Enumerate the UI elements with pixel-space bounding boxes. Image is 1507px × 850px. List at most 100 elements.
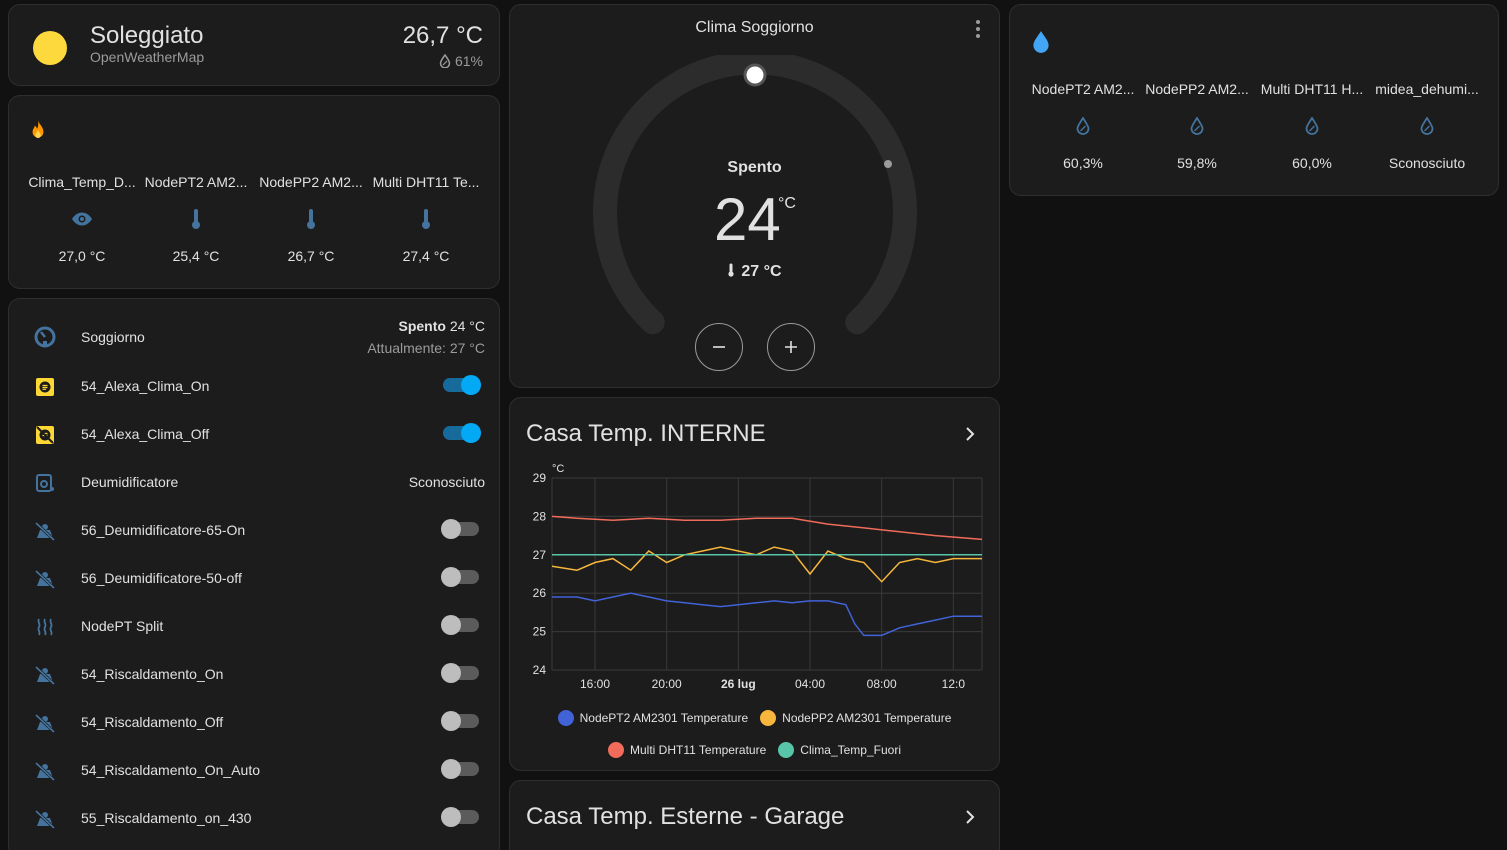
chevron-right-icon[interactable] — [963, 809, 977, 825]
glance-item-name: Multi DHT11 H... — [1260, 81, 1364, 97]
entity-row-riscaldamento-on-auto[interactable]: 54_Riscaldamento_On_Auto — [9, 747, 499, 795]
entity-row-deumidificatore-50-off[interactable]: 56_Deumidificatore-50-off — [9, 555, 499, 603]
y-tick-label: 27 — [533, 548, 547, 562]
chevron-right-icon[interactable] — [963, 426, 977, 442]
glance-item-name: NodePT2 AM2... — [144, 174, 248, 190]
glance-item-name: Multi DHT11 Te... — [372, 174, 480, 190]
robot-off-icon — [33, 567, 57, 591]
series-line-2 — [551, 515, 983, 541]
entity-row-nodept-split[interactable]: NodePT Split — [9, 603, 499, 651]
thermometer-icon — [307, 209, 315, 229]
glance-item-nodept2-humidity[interactable]: NodePT2 AM2... 60,3% — [1026, 81, 1140, 171]
x-tick-label: 08:00 — [867, 677, 897, 691]
series-line-1 — [551, 546, 982, 583]
glance-item-nodepp2[interactable]: NodePP2 AM2... 26,7 °C — [254, 174, 368, 264]
robot-off-icon — [33, 711, 57, 735]
entity-name: NodePT Split — [81, 618, 164, 634]
garage-card-title[interactable]: Casa Temp. Esterne - Garage — [526, 803, 845, 830]
thermostat-dial[interactable] — [590, 55, 920, 345]
entity-toggle[interactable] — [441, 711, 479, 731]
entity-toggle[interactable] — [443, 423, 481, 443]
robot-off-icon — [33, 519, 57, 543]
entity-name: 54_Riscaldamento_On — [81, 666, 224, 682]
glance-item-multi-dht11-humidity[interactable]: Multi DHT11 H... 60,0% — [1255, 81, 1369, 171]
water-drop-icon — [1033, 31, 1049, 53]
glance-item-value: 60,0% — [1292, 155, 1332, 171]
more-vert-icon[interactable] — [975, 19, 981, 39]
glance-item-name: NodePP2 AM2... — [259, 174, 363, 190]
glance-item-clima-temp[interactable]: Clima_Temp_D... 27,0 °C — [25, 174, 139, 264]
water-percent-icon — [1305, 117, 1319, 135]
water-percent-icon — [1420, 117, 1434, 135]
x-tick-label: 12:0 — [942, 677, 966, 691]
glance-item-name: NodePP2 AM2... — [1145, 81, 1249, 97]
thermometer-icon — [192, 209, 200, 229]
legend-item-multi-dht11[interactable]: Multi DHT11 Temperature — [608, 742, 766, 758]
entity-row-soggiorno[interactable]: Soggiorno Spento 24 °C Attualmente: 27 °… — [9, 313, 499, 363]
chart-legend-row-2: Multi DHT11 Temperature Clima_Temp_Fuori — [510, 742, 999, 758]
y-tick-label: 25 — [533, 625, 547, 639]
entity-toggle[interactable] — [443, 375, 481, 395]
glance-item-nodept2[interactable]: NodePT2 AM2... 25,4 °C — [139, 174, 253, 264]
glance-item-value: 59,8% — [1177, 155, 1217, 171]
glance-item-midea-dehumidifier[interactable]: midea_dehumi... Sconosciuto — [1370, 81, 1484, 171]
entity-toggle[interactable] — [441, 615, 479, 635]
thermometer-icon — [422, 209, 430, 229]
thermostat-current: 27 °C — [510, 263, 999, 281]
x-tick-label: 20:00 — [652, 677, 682, 691]
script-icon — [33, 375, 57, 399]
history-graph-card: Casa Temp. INTERNE 29 28 27 26 25 24 °C 16:00 20… — [509, 397, 1000, 771]
increase-temperature-button[interactable] — [767, 323, 815, 371]
decrease-temperature-button[interactable] — [695, 323, 743, 371]
legend-item-nodepp2[interactable]: NodePP2 AM2301 Temperature — [760, 710, 951, 726]
temperature-glance-card: Clima_Temp_D... 27,0 °C NodePT2 AM2... 2… — [8, 95, 500, 289]
glance-item-name: midea_dehumi... — [1375, 81, 1479, 97]
thermometer-icon — [728, 263, 734, 277]
entity-name: 54_Alexa_Clima_On — [81, 378, 210, 394]
entity-row-riscaldamento-off[interactable]: 54_Riscaldamento_Off — [9, 699, 499, 747]
entity-row-deumidificatore[interactable]: Deumidificatore Sconosciuto — [9, 459, 499, 507]
series-line-0 — [552, 592, 982, 637]
entity-row-riscaldamento-on-430[interactable]: 55_Riscaldamento_on_430 — [9, 795, 499, 843]
setpoint-handle[interactable] — [743, 63, 767, 87]
entity-toggle[interactable] — [441, 807, 479, 827]
chart-title[interactable]: Casa Temp. INTERNE — [526, 420, 766, 447]
glance-item-value: Sconosciuto — [1388, 155, 1466, 171]
robot-off-icon — [33, 759, 57, 783]
entity-name: Soggiorno — [81, 329, 145, 345]
y-tick-label: 26 — [533, 586, 547, 600]
robot-off-icon — [33, 807, 57, 831]
thermostat-unit: °C — [778, 195, 796, 212]
thermostat-icon — [33, 325, 57, 349]
temperature-chart[interactable]: 29 28 27 26 25 24 °C 16:00 20:00 26 lug 04:00 08:00… — [510, 458, 1000, 698]
entity-name: 56_Deumidificatore-50-off — [81, 570, 242, 586]
weather-provider: OpenWeatherMap — [90, 49, 205, 65]
glance-item-value: 60,3% — [1063, 155, 1103, 171]
entity-toggle[interactable] — [441, 519, 479, 539]
entity-row-riscaldamento-on[interactable]: 54_Riscaldamento_On — [9, 651, 499, 699]
entity-toggle[interactable] — [441, 759, 479, 779]
entity-row-deumidificatore-65-on[interactable]: 56_Deumidificatore-65-On — [9, 507, 499, 555]
glance-item-nodepp2-humidity[interactable]: NodePP2 AM2... 59,8% — [1140, 81, 1254, 171]
glance-item-value: 27,4 °C — [402, 248, 450, 264]
entity-name: 55_Riscaldamento_on_430 — [81, 810, 252, 826]
sun-icon — [33, 31, 67, 65]
climate-current: Attualmente: 27 °C — [367, 340, 485, 356]
entity-toggle[interactable] — [441, 663, 479, 683]
legend-item-nodept2[interactable]: NodePT2 AM2301 Temperature — [557, 710, 748, 726]
entity-row-alexa-clima-off[interactable]: 54_Alexa_Clima_Off — [9, 411, 499, 459]
y-axis-unit: °C — [552, 463, 564, 475]
weather-card[interactable]: Soleggiato OpenWeatherMap 26,7 °C 61% — [8, 4, 500, 86]
entity-row-alexa-clima-on[interactable]: 54_Alexa_Clima_On — [9, 363, 499, 411]
legend-item-clima-temp-fuori[interactable]: Clima_Temp_Fuori — [778, 742, 901, 758]
glance-item-name: Clima_Temp_D... — [28, 174, 136, 190]
y-tick-label: 24 — [533, 663, 547, 677]
entity-name: 54_Alexa_Clima_Off — [81, 426, 210, 442]
entity-name: 56_Deumidificatore-65-On — [81, 522, 246, 538]
glance-item-multi-dht11[interactable]: Multi DHT11 Te... 27,4 °C — [369, 174, 483, 264]
minus-icon — [713, 346, 725, 348]
weather-condition: Soleggiato — [90, 22, 204, 49]
entity-name: 54_Riscaldamento_On_Auto — [81, 762, 261, 778]
entity-toggle[interactable] — [441, 567, 479, 587]
chart-legend-row-1: NodePT2 AM2301 Temperature NodePP2 AM230… — [510, 710, 999, 726]
